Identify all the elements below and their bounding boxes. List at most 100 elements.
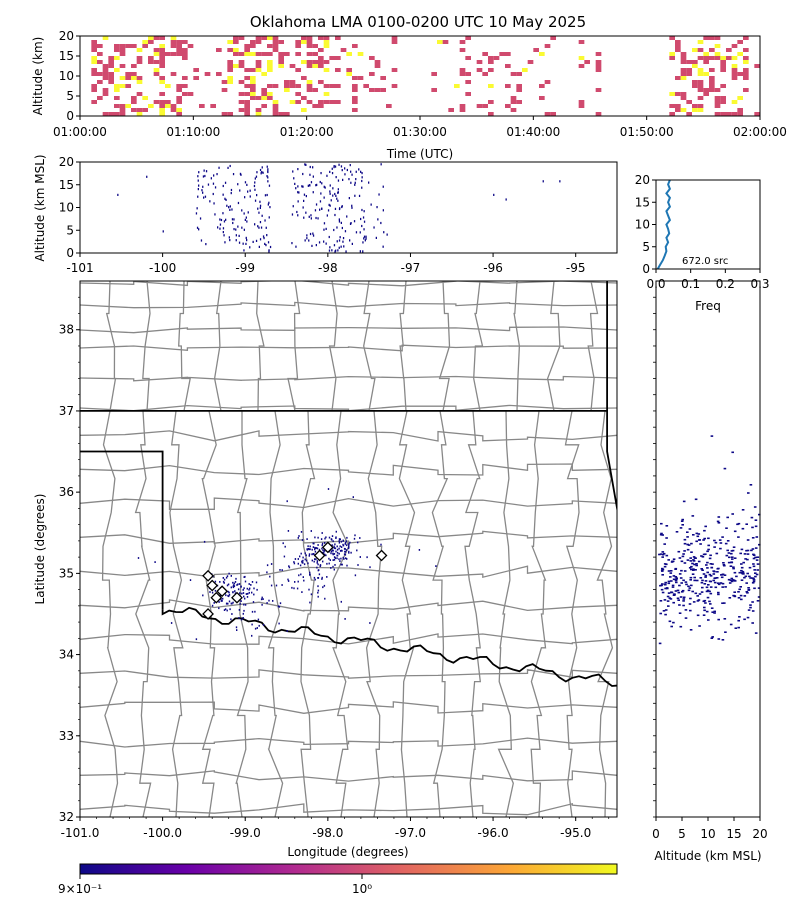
alt-lat-point xyxy=(703,606,706,609)
alt-lat-point xyxy=(738,571,742,574)
lon-alt-point xyxy=(355,231,358,234)
plan-view-point xyxy=(333,553,336,555)
plan-view-point xyxy=(303,579,305,582)
plan-view-point xyxy=(339,538,341,541)
time-height-cell xyxy=(669,36,675,40)
alt-lat-point xyxy=(726,516,729,519)
lon-alt-point xyxy=(198,171,200,174)
alt-lat-point xyxy=(730,552,733,555)
lon-alt-point xyxy=(312,166,314,169)
alt-lat-point xyxy=(743,576,746,579)
lon-alt-point xyxy=(315,216,317,220)
histogram-ytick-label: 10 xyxy=(635,218,650,232)
lon-alt-point xyxy=(265,244,267,247)
lon-alt-point xyxy=(261,171,263,174)
plan-view-point xyxy=(316,547,319,550)
alt-lat-xlabel: Altitude (km MSL) xyxy=(654,849,761,863)
time-height-cell xyxy=(159,108,165,112)
time-height-cell xyxy=(255,36,262,40)
plan-view-point xyxy=(338,547,340,550)
time-height-cell xyxy=(329,84,335,88)
lon-alt-point xyxy=(325,227,327,230)
time-height-cell xyxy=(493,56,500,60)
alt-lat-point xyxy=(677,591,681,594)
time-height-cell xyxy=(119,112,126,116)
lon-alt-point xyxy=(235,228,237,231)
lon-alt-point xyxy=(296,210,298,214)
time-height-cell xyxy=(125,76,131,80)
time-height-cell xyxy=(680,68,687,72)
time-height-cell xyxy=(289,64,296,68)
lon-alt-point xyxy=(301,185,303,188)
lon-alt-point xyxy=(312,191,314,194)
plan-view-point xyxy=(322,586,324,589)
plan-view-point xyxy=(329,559,331,561)
time-height-cell xyxy=(261,52,267,56)
alt-lat-xtick-label: 5 xyxy=(678,827,686,841)
plan-view-point xyxy=(261,596,263,599)
lon-alt-point xyxy=(493,193,495,196)
plan-view-point xyxy=(348,550,350,553)
plan-view-point xyxy=(324,553,326,556)
lon-alt-point xyxy=(319,200,322,203)
alt-lat-point xyxy=(744,558,747,560)
lon-alt-point xyxy=(230,188,233,192)
plan-view-ytick-label: 36 xyxy=(59,485,74,499)
time-height-cell xyxy=(295,44,301,48)
lon-alt-point xyxy=(340,165,343,168)
plan-view-point xyxy=(319,565,321,568)
lon-alt-point xyxy=(378,193,380,196)
time-height-xtick-label: 01:30:00 xyxy=(393,125,447,139)
lon-alt-point xyxy=(229,208,231,211)
time-height-cell xyxy=(244,52,250,56)
time-height-cell xyxy=(301,36,307,40)
alt-lat-point xyxy=(693,576,696,579)
alt-lat-point xyxy=(661,591,665,594)
time-height-cell xyxy=(284,80,290,84)
alt-lat-point xyxy=(700,555,703,557)
alt-lat-point xyxy=(692,568,695,570)
plan-view-point xyxy=(317,589,320,592)
alt-lat-point xyxy=(717,567,720,570)
county-line xyxy=(80,599,617,612)
lon-alt-point xyxy=(249,189,251,192)
alt-lat-point xyxy=(730,577,734,580)
plan-view-point xyxy=(209,591,211,593)
plan-view-point xyxy=(282,542,284,545)
alt-lat-point xyxy=(713,539,716,542)
time-height-cell xyxy=(153,100,160,104)
plan-view-point xyxy=(226,575,229,578)
time-height-cell xyxy=(312,60,318,64)
time-height-cell xyxy=(176,108,182,112)
alt-lat-point xyxy=(679,527,683,529)
lon-alt-point xyxy=(312,175,314,178)
time-height-cell xyxy=(391,68,398,72)
plan-view-point xyxy=(218,601,220,603)
lon-alt-point xyxy=(237,183,239,186)
plan-view-point xyxy=(244,603,247,606)
alt-lat-point xyxy=(708,573,712,576)
plan-view-point xyxy=(336,548,339,551)
alt-lat-point xyxy=(683,570,687,572)
time-height-cell xyxy=(709,68,715,72)
time-height-cell xyxy=(102,64,109,68)
plan-view-point xyxy=(243,595,245,598)
county-line xyxy=(300,410,316,817)
time-height-cell xyxy=(301,108,307,112)
time-height-cell xyxy=(731,68,738,72)
alt-lat-point xyxy=(665,525,669,527)
alt-lat-point xyxy=(678,584,681,587)
plan-view-point xyxy=(327,488,330,490)
alt-lat-point xyxy=(752,553,755,556)
alt-lat-point xyxy=(706,567,709,569)
time-height-cell xyxy=(363,84,369,88)
lon-alt-point xyxy=(338,163,340,166)
county-line xyxy=(564,410,580,817)
time-height-cell xyxy=(323,68,330,72)
time-height-cell xyxy=(238,108,245,112)
time-height-cell xyxy=(437,40,443,44)
alt-lat-point xyxy=(680,569,683,572)
time-height-cell xyxy=(539,84,545,88)
alt-lat-point xyxy=(731,558,734,560)
time-height-cell xyxy=(91,60,97,64)
